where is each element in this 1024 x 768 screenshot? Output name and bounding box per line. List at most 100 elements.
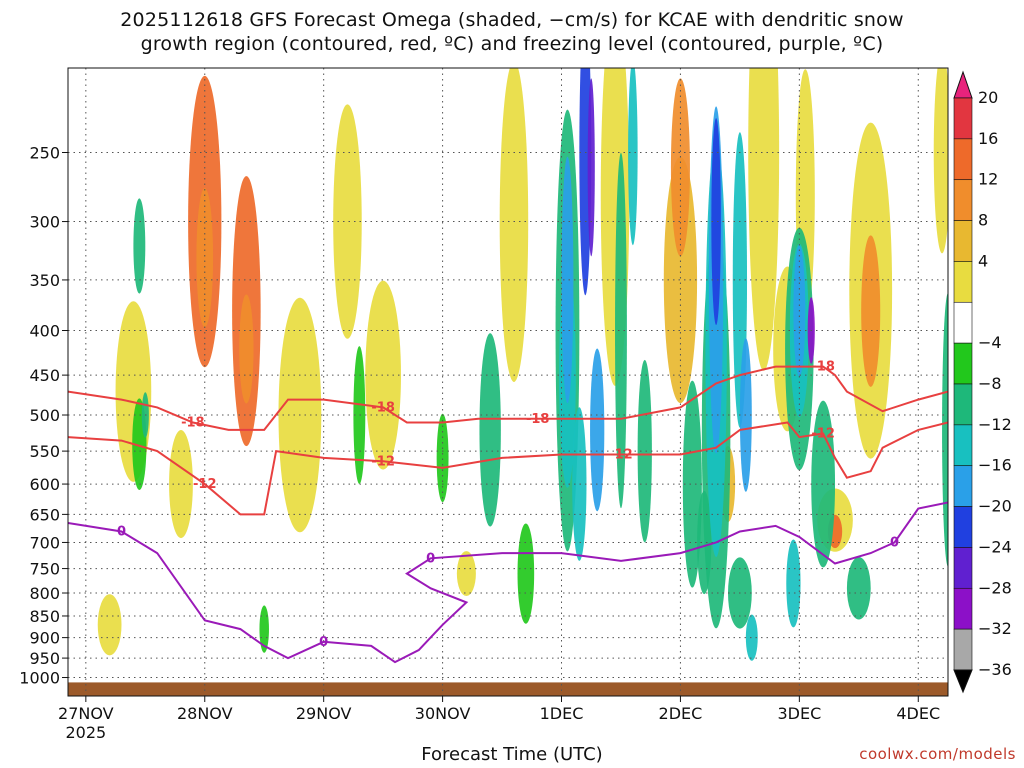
contour-label: -12 <box>371 454 395 469</box>
contour-label: -12 <box>811 426 835 441</box>
colorbar-swatch <box>953 342 973 385</box>
omega-cell <box>259 605 269 653</box>
contour-lines: -18 -18 -18 -18 -12 -12 -12 -12 0 0 0 0 <box>68 360 948 664</box>
omega-cell <box>637 359 652 543</box>
y-tick-label: 900 <box>29 629 60 648</box>
title-line-1: 2025112618 GFS Forecast Omega (shaded, −… <box>120 9 904 31</box>
colorbar-swatch <box>953 301 973 344</box>
contour-label: 0 <box>319 635 328 650</box>
colorbar-swatch <box>953 138 973 181</box>
omega-cell <box>572 407 587 561</box>
omega-cell <box>517 523 535 624</box>
colorbar-label: −36 <box>978 660 1012 679</box>
colorbar-label: 8 <box>978 211 988 230</box>
contour-label: -18 <box>181 416 205 431</box>
x-tick-label: 1DEC <box>540 704 584 723</box>
colorbar-swatch <box>953 220 973 262</box>
colorbar-label: 12 <box>978 170 998 189</box>
omega-cell <box>628 68 638 246</box>
omega-cell <box>590 348 605 512</box>
omega-shaded-field <box>68 68 948 696</box>
contour-line <box>68 501 948 664</box>
colorbar-swatch <box>953 97 973 140</box>
colorbar-swatch <box>953 383 973 426</box>
colorbar-swatch <box>953 587 973 630</box>
colorbar-label: −20 <box>978 497 1012 516</box>
colorbar-swatch <box>953 506 973 548</box>
x-tick-label: 4DEC <box>896 704 940 723</box>
omega-cell <box>436 413 449 503</box>
y-axis: 250 300 350 400 450 500 550 600 650 700 750 800 850 9… <box>19 144 68 688</box>
y-tick-label: 300 <box>29 213 60 232</box>
x-tick-label: 27NOV <box>58 704 114 723</box>
contour-label: 0 <box>117 524 126 539</box>
omega-cell <box>786 539 801 628</box>
y-tick-label: 450 <box>29 366 60 385</box>
omega-cell <box>353 346 366 484</box>
y-tick-label: 550 <box>29 442 60 461</box>
omega-cell <box>499 68 529 382</box>
grid-lines <box>68 68 948 696</box>
y-tick-label: 650 <box>29 505 60 524</box>
omega-cell <box>933 68 948 254</box>
colorbar-bottom-arrow <box>953 669 973 694</box>
plot-frame <box>67 67 949 697</box>
contour-label: -18 <box>811 360 835 375</box>
colorbar-label: 20 <box>978 88 998 107</box>
contour-label: -18 <box>526 412 550 427</box>
omega-cell <box>456 551 476 597</box>
chart-title: 2025112618 GFS Forecast Omega (shaded, −… <box>0 8 1024 56</box>
colorbar-swatch <box>953 261 973 303</box>
colorbar-top-arrow <box>953 70 973 99</box>
x-tick-label: 3DEC <box>777 704 821 723</box>
contour-label: 0 <box>426 551 435 566</box>
y-tick-label: 750 <box>29 560 60 579</box>
colorbar-label: −16 <box>978 456 1012 475</box>
y-tick-label: 600 <box>29 475 60 494</box>
omega-cell <box>861 235 881 387</box>
omega-cell <box>745 614 758 661</box>
colorbar-swatch <box>953 547 973 589</box>
y-tick-label: 950 <box>29 649 60 668</box>
colorbar-label: −8 <box>978 374 1002 393</box>
omega-cell <box>748 68 780 371</box>
colorbar-label: −32 <box>978 619 1012 638</box>
omega-cell <box>561 156 574 404</box>
colorbar-label: −12 <box>978 415 1012 434</box>
title-line-2: growth region (contoured, red, ºC) and f… <box>140 33 884 55</box>
colorbar-label: 4 <box>978 251 988 270</box>
colorbar: 20 16 12 8 4 −4 −8 −12 −16 −20 −24 −28 −32 −36 <box>953 70 1012 694</box>
omega-cell <box>196 188 214 328</box>
omega-cell <box>682 380 702 588</box>
y-tick-label: 700 <box>29 533 60 552</box>
x-tick-label: 2DEC <box>659 704 703 723</box>
x-tick-label: 30NOV <box>415 704 471 723</box>
terrain-fill <box>68 682 948 696</box>
x-axis: 27NOV 28NOV 29NOV 30NOV 1DEC 2DEC 3DEC 4DEC 2025 <box>58 696 940 742</box>
colorbar-swatch <box>953 424 973 467</box>
y-tick-label: 350 <box>29 271 60 290</box>
contour-label: -12 <box>609 448 633 463</box>
contour-line <box>68 421 948 516</box>
omega-cell <box>333 104 362 339</box>
x-axis-label: Forecast Time (UTC) <box>421 744 603 765</box>
y-tick-label: 400 <box>29 322 60 341</box>
contour-label: -12 <box>193 477 217 492</box>
y-tick-label: 1000 <box>19 669 60 688</box>
omega-cell <box>479 333 501 527</box>
y-tick-label: 850 <box>29 607 60 626</box>
omega-cell <box>133 198 146 294</box>
colorbar-label: 16 <box>978 129 998 148</box>
omega-cell <box>846 557 871 620</box>
y-tick-label: 500 <box>29 406 60 425</box>
omega-cell <box>942 293 948 567</box>
colorbar-label: −28 <box>978 578 1012 597</box>
omega-cell <box>811 400 836 568</box>
contour-line <box>68 365 948 431</box>
contour-label: 0 <box>890 535 899 550</box>
colorbar-swatch <box>953 628 973 671</box>
colorbar-label: −24 <box>978 537 1012 556</box>
colorbar-swatch <box>953 179 973 221</box>
omega-cell <box>239 294 254 404</box>
